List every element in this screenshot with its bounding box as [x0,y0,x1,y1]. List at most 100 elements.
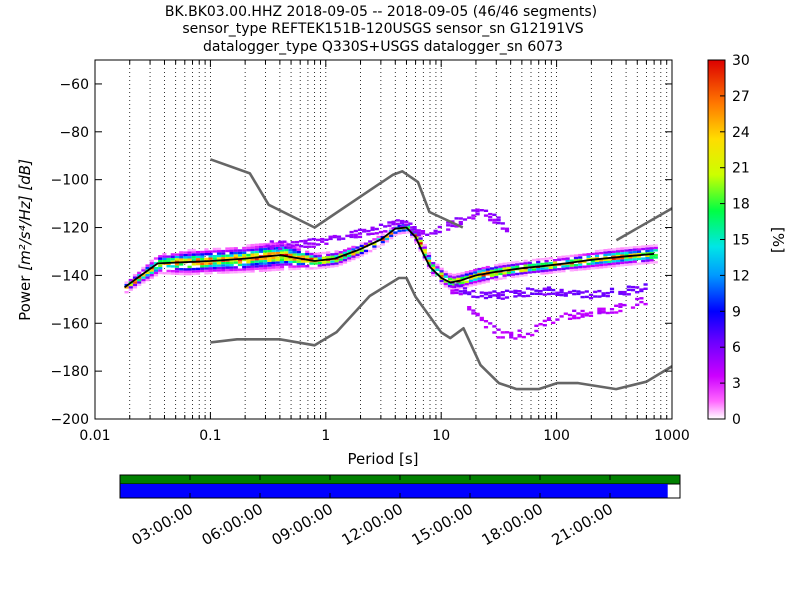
psd-cell [338,253,343,256]
psd-cell [267,269,272,272]
psd-cell [586,255,591,258]
psd-cell [137,281,142,284]
psd-cell [588,314,594,317]
psd-cell [275,268,280,271]
psd-cell [597,289,602,293]
psd-cell [569,266,574,270]
psd-cell [267,249,272,253]
psd-cell [309,267,314,270]
psd-cell [504,331,510,334]
psd-cell [496,294,501,297]
psd-cell [330,253,335,256]
psd-cell [489,274,495,277]
psd-cell [573,254,579,257]
psd-cell [418,249,423,252]
psd-cell [603,261,608,264]
psd-cell [561,267,566,270]
psd-cell [299,245,304,248]
psd-cell [489,267,495,270]
psd-cell [578,258,583,262]
psd-cell [384,240,390,243]
psd-cell [475,295,480,299]
psd-cell [242,256,247,259]
psd-cell [246,253,251,257]
psd-cell [496,292,501,295]
psd-cell [267,261,272,265]
psd-cell [263,247,268,251]
colorbar-tick-label: 27 [732,89,750,105]
psd-cell [552,261,558,264]
psd-cell [468,270,474,273]
psd-cell [326,256,331,259]
psd-cell [124,291,129,294]
psd-cell [187,253,192,257]
psd-cell [502,276,507,280]
psd-cell [582,253,587,256]
psd-cell [494,268,499,272]
psd-cell [279,249,285,252]
psd-cell [290,244,295,247]
psd-cell [559,293,564,297]
psd-cell [242,258,247,262]
psd-cell [311,237,316,241]
psd-cell [504,227,510,230]
psd-cell [422,246,427,249]
psd-cell [594,252,600,255]
psd-cell [326,251,331,254]
time-tick-label: 18:00:00 [479,500,546,549]
psd-cell [242,246,247,250]
psd-cell [630,306,636,309]
psd-cell [546,286,552,289]
psd-cell [636,245,642,249]
psd-cell [590,262,595,265]
psd-cell [510,266,516,269]
psd-cell [141,266,146,270]
psd-cell [229,266,234,269]
psd-cell [183,256,188,259]
psd-cell [128,283,133,287]
psd-cell [353,233,358,236]
psd-cell [509,333,514,337]
psd-cell [639,297,644,300]
psd-cell [513,337,518,340]
psd-cell [517,329,522,332]
psd-cell [572,316,577,320]
psd-cell [395,222,400,226]
psd-cell [458,220,463,224]
psd-cell [229,249,234,252]
psd-cell [515,265,520,268]
psd-cell [481,281,486,284]
psd-cell [590,257,595,260]
psd-cell [551,321,556,324]
psd-cell [158,267,163,270]
psd-cell [471,295,476,298]
psd-cell [279,244,285,247]
psd-cell [452,278,457,281]
psd-cell [488,322,493,325]
psd-cell [179,270,184,273]
psd-cell [351,253,356,256]
psd-cell [422,253,427,256]
psd-cell [387,221,392,224]
psd-cell [513,291,518,294]
psd-cell [414,234,419,237]
psd-cell [594,257,600,260]
psd-cell [609,308,615,311]
psd-cell [300,260,306,263]
psd-cell [191,270,196,273]
psd-cell [628,260,633,264]
psd-cell [183,268,188,271]
psd-cell [531,270,537,274]
psd-cell [225,264,230,267]
psd-cell [496,216,501,219]
psd-cell [221,252,226,255]
psd-cell [380,243,385,246]
psd-cell [128,286,133,289]
psd-cell [567,313,573,317]
psd-cell [187,251,192,254]
psd-cell [128,288,133,291]
psd-cell [622,303,627,307]
psd-cell [473,278,478,281]
psd-cell [401,229,406,232]
psd-cell [462,292,468,295]
